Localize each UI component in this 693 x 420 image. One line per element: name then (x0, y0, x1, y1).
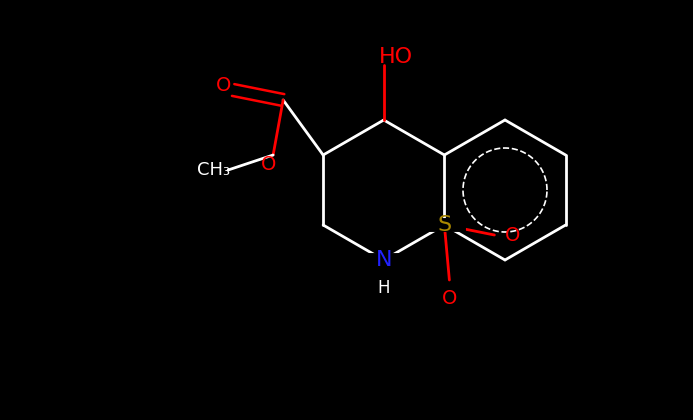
Text: O: O (441, 289, 457, 307)
Text: N: N (376, 250, 392, 270)
Text: CH₃: CH₃ (197, 161, 229, 179)
Text: H: H (378, 279, 390, 297)
Text: S: S (437, 215, 451, 235)
Text: O: O (261, 155, 276, 174)
Text: HO: HO (378, 47, 413, 67)
Text: O: O (216, 76, 231, 94)
Text: O: O (505, 226, 520, 244)
